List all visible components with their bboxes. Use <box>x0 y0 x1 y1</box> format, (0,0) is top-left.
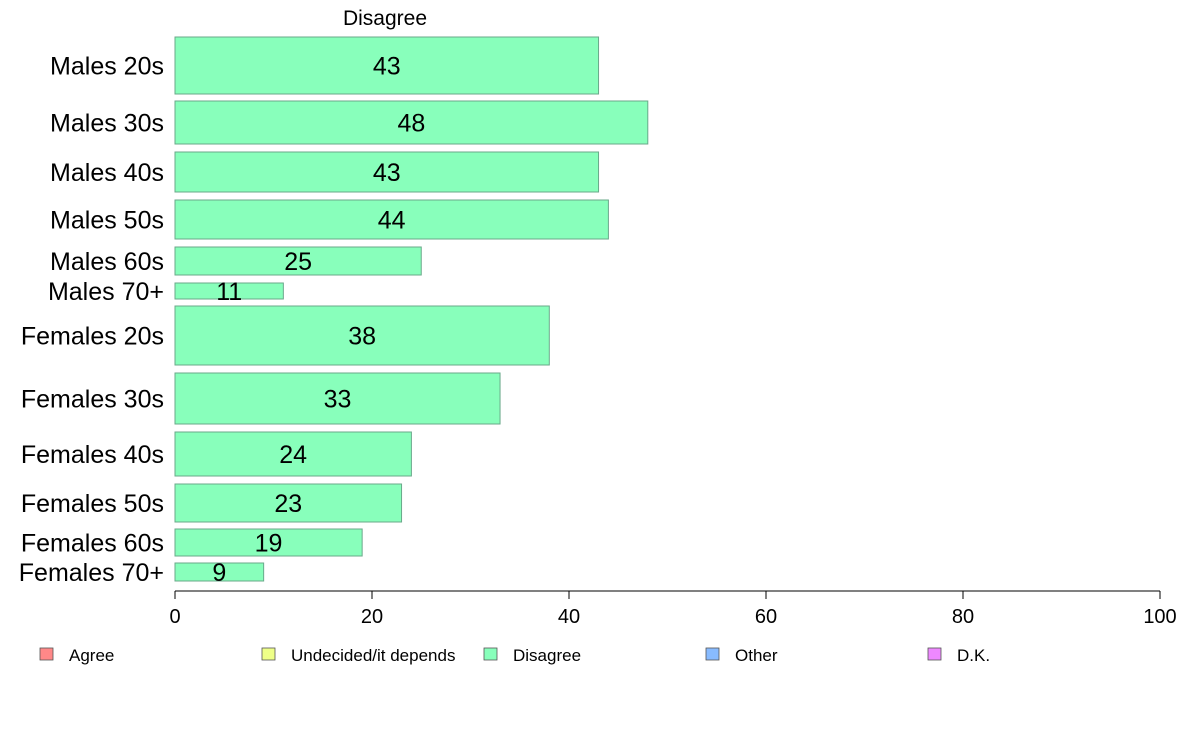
bar <box>174 562 265 582</box>
bars-group: Males 20s 43 Males 30s 48 Males 40s 43 Males 5… <box>19 36 649 587</box>
bar <box>174 151 600 193</box>
category-label: Males 70+ <box>48 278 164 306</box>
category-label: Males 60s <box>50 248 164 276</box>
category-label: Males 20s <box>50 53 164 81</box>
category-label: Females 50s <box>21 490 164 518</box>
bar <box>174 100 649 145</box>
category-label: Males 40s <box>50 159 164 187</box>
bar <box>174 305 550 366</box>
x-tick-label: 20 <box>361 606 383 628</box>
data-label: 11 <box>216 278 242 306</box>
x-tick-label: 40 <box>558 606 580 628</box>
x-tick-label: 100 <box>1143 606 1176 628</box>
category-label: Females 20s <box>21 323 164 351</box>
data-label: 43 <box>373 159 401 187</box>
legend-swatch <box>705 647 720 661</box>
data-label: 23 <box>274 490 302 518</box>
data-label: 44 <box>378 207 406 235</box>
category-label: Females 60s <box>21 530 164 558</box>
legend-label: Undecided/it depends <box>291 646 455 665</box>
x-tick-label: 80 <box>952 606 974 628</box>
x-tick-label: 0 <box>169 606 180 628</box>
legend: Agree Undecided/it depends Disagree Other D.… <box>39 646 990 665</box>
category-label: Females 70+ <box>19 559 164 587</box>
data-label: 25 <box>284 248 312 276</box>
x-tick-label: 60 <box>755 606 777 628</box>
bar <box>174 372 501 425</box>
legend-swatch <box>927 647 942 661</box>
legend-swatch <box>483 647 498 661</box>
data-label: 24 <box>279 441 307 469</box>
data-label: 33 <box>324 386 352 414</box>
bar <box>174 246 422 276</box>
legend-label: D.K. <box>957 646 990 665</box>
data-label: 48 <box>397 110 425 138</box>
category-label: Females 30s <box>21 386 164 414</box>
data-label: 38 <box>348 323 376 351</box>
category-label: Males 50s <box>50 207 164 235</box>
x-axis: 0 20 40 60 80 100 <box>169 590 1177 628</box>
bar <box>174 36 600 95</box>
bar <box>174 483 403 523</box>
legend-swatch <box>261 647 276 661</box>
legend-label: Disagree <box>513 646 581 665</box>
legend-label: Agree <box>69 646 114 665</box>
category-label: Females 40s <box>21 441 164 469</box>
category-label: Males 30s <box>50 110 164 138</box>
legend-label: Other <box>735 646 778 665</box>
bar <box>174 199 609 240</box>
legend-swatch <box>39 647 54 661</box>
chart-title: Disagree <box>343 7 427 30</box>
bar <box>174 431 412 477</box>
data-label: 19 <box>255 530 283 558</box>
bar <box>174 282 284 300</box>
data-label: 43 <box>373 53 401 81</box>
bar <box>174 528 363 557</box>
data-label: 9 <box>212 559 226 587</box>
